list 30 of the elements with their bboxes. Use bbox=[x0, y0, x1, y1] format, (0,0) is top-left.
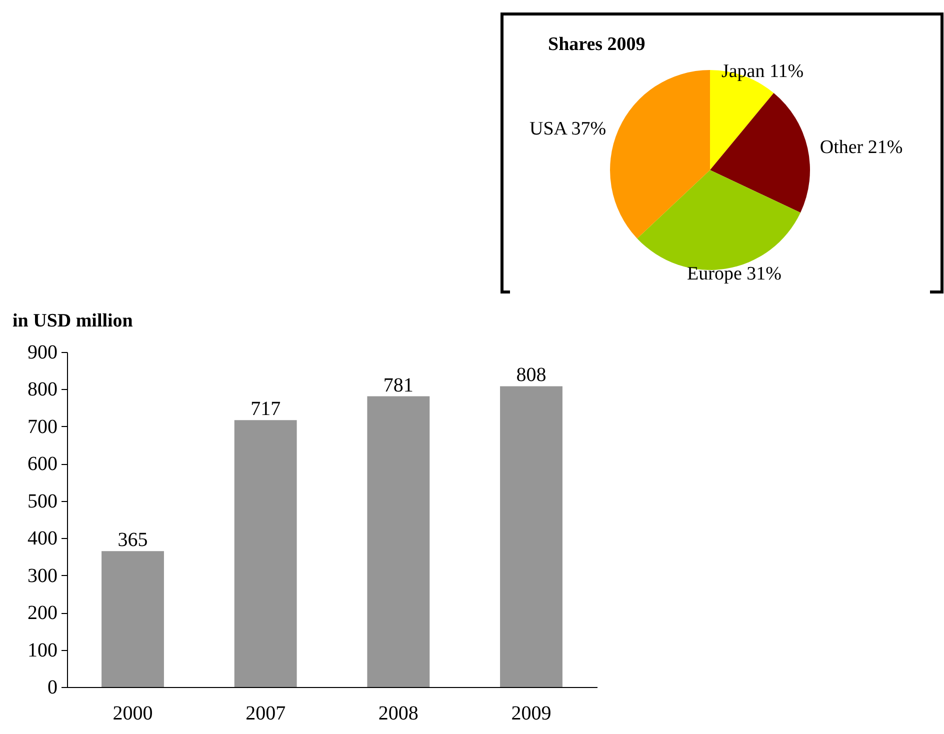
pie-slice bbox=[710, 92, 810, 213]
y-tick-label: 900 bbox=[28, 342, 58, 364]
slice-label: Japan 11% bbox=[721, 61, 804, 82]
y-tick-label: 300 bbox=[28, 564, 58, 587]
y-tick-label: 800 bbox=[28, 378, 58, 401]
y-tick-label: 400 bbox=[28, 528, 58, 550]
slice-label: USA 37% bbox=[529, 118, 606, 140]
bar bbox=[500, 386, 562, 687]
x-tick-label: 2007 bbox=[246, 702, 286, 724]
x-tick-label: 2008 bbox=[378, 702, 418, 724]
y-axis-title: in USD million bbox=[12, 310, 134, 332]
y-tick-label: 500 bbox=[28, 490, 58, 512]
y-tick-label: 600 bbox=[28, 453, 58, 476]
bar bbox=[234, 420, 297, 687]
data-label: 365 bbox=[118, 529, 148, 552]
y-tick-label: 100 bbox=[28, 639, 58, 662]
x-tick-label: 2009 bbox=[511, 702, 552, 724]
chart-title: Shares 2009 bbox=[548, 34, 646, 55]
data-label: 808 bbox=[516, 364, 546, 386]
y-tick-label: 700 bbox=[28, 416, 58, 438]
data-label: 717 bbox=[250, 398, 281, 420]
slice-label: Other 21% bbox=[820, 137, 903, 158]
data-label: 781 bbox=[383, 374, 414, 396]
y-tick-label: 200 bbox=[28, 602, 58, 624]
y-tick-label: 0 bbox=[48, 676, 58, 698]
bar bbox=[367, 396, 430, 687]
bar bbox=[102, 551, 164, 687]
slice-label: Europe 31% bbox=[687, 264, 782, 285]
x-tick-label: 2000 bbox=[112, 702, 153, 724]
pie-slice bbox=[610, 70, 710, 238]
